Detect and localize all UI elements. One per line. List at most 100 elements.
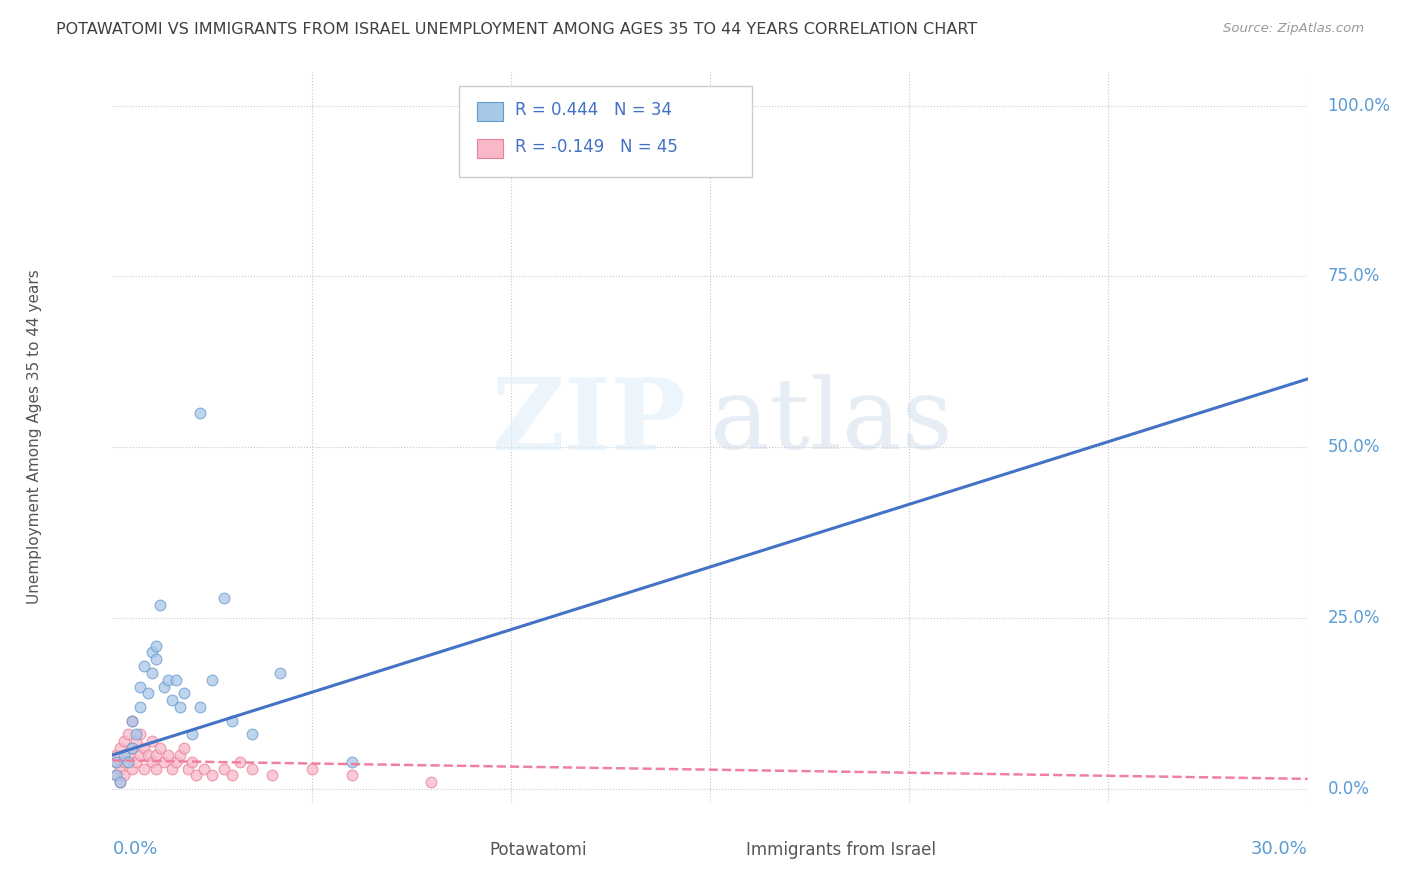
- Text: 0.0%: 0.0%: [112, 840, 157, 858]
- Point: [145, 639, 167, 653]
- Point: [121, 741, 143, 756]
- Point: [134, 741, 156, 756]
- Point: [105, 747, 128, 762]
- Text: R = 0.444   N = 34: R = 0.444 N = 34: [515, 101, 672, 120]
- Point: [105, 755, 128, 769]
- Point: [105, 755, 128, 769]
- Point: [117, 755, 139, 769]
- Point: [162, 762, 183, 776]
- Point: [125, 734, 148, 748]
- Point: [162, 693, 183, 707]
- Point: [188, 406, 211, 420]
- Text: POTAWATOMI VS IMMIGRANTS FROM ISRAEL UNEMPLOYMENT AMONG AGES 35 TO 44 YEARS CORR: POTAWATOMI VS IMMIGRANTS FROM ISRAEL UNE…: [56, 22, 977, 37]
- Point: [340, 755, 363, 769]
- Point: [157, 673, 180, 687]
- Point: [149, 741, 172, 756]
- Point: [212, 762, 235, 776]
- Point: [165, 755, 187, 769]
- Text: 25.0%: 25.0%: [1327, 609, 1381, 627]
- Point: [212, 591, 235, 605]
- Point: [177, 762, 200, 776]
- Point: [169, 700, 191, 714]
- FancyBboxPatch shape: [477, 139, 503, 158]
- Point: [153, 755, 176, 769]
- Point: [221, 714, 243, 728]
- Text: 0.0%: 0.0%: [1327, 780, 1369, 798]
- Point: [121, 714, 143, 728]
- Point: [134, 762, 156, 776]
- Point: [240, 762, 263, 776]
- Point: [141, 645, 163, 659]
- Point: [301, 762, 323, 776]
- Point: [188, 700, 211, 714]
- Point: [114, 734, 135, 748]
- Point: [105, 768, 128, 782]
- Point: [420, 775, 443, 789]
- Point: [260, 768, 283, 782]
- Point: [240, 727, 263, 741]
- Point: [114, 747, 135, 762]
- Point: [531, 98, 554, 112]
- FancyBboxPatch shape: [477, 103, 503, 121]
- FancyBboxPatch shape: [458, 86, 752, 178]
- Text: Source: ZipAtlas.com: Source: ZipAtlas.com: [1223, 22, 1364, 36]
- Point: [145, 652, 167, 666]
- Text: 100.0%: 100.0%: [1327, 96, 1391, 114]
- Point: [110, 775, 132, 789]
- Point: [520, 98, 543, 112]
- Text: Immigrants from Israel: Immigrants from Israel: [747, 840, 936, 859]
- Point: [121, 762, 143, 776]
- Text: R = -0.149   N = 45: R = -0.149 N = 45: [515, 137, 678, 156]
- Point: [229, 755, 252, 769]
- Point: [186, 768, 208, 782]
- Point: [141, 734, 163, 748]
- Text: 50.0%: 50.0%: [1327, 438, 1379, 457]
- Point: [145, 762, 167, 776]
- Point: [157, 747, 180, 762]
- Point: [110, 741, 132, 756]
- Point: [149, 598, 172, 612]
- Point: [114, 768, 135, 782]
- Point: [141, 665, 163, 680]
- Point: [138, 686, 160, 700]
- Point: [129, 680, 152, 694]
- Text: 30.0%: 30.0%: [1251, 840, 1308, 858]
- Point: [221, 768, 243, 782]
- Point: [114, 755, 135, 769]
- Point: [129, 727, 152, 741]
- Point: [125, 755, 148, 769]
- Point: [117, 747, 139, 762]
- Point: [141, 755, 163, 769]
- Point: [153, 680, 176, 694]
- FancyBboxPatch shape: [716, 841, 740, 858]
- Point: [121, 741, 143, 756]
- Point: [181, 755, 204, 769]
- Point: [121, 714, 143, 728]
- Point: [125, 727, 148, 741]
- Point: [169, 747, 191, 762]
- Point: [110, 775, 132, 789]
- Point: [110, 762, 132, 776]
- Point: [138, 747, 160, 762]
- Text: 75.0%: 75.0%: [1327, 268, 1379, 285]
- Point: [129, 700, 152, 714]
- Point: [340, 768, 363, 782]
- Point: [181, 727, 204, 741]
- Text: ZIP: ZIP: [491, 374, 686, 471]
- Point: [165, 673, 187, 687]
- Point: [173, 741, 195, 756]
- Text: Unemployment Among Ages 35 to 44 years: Unemployment Among Ages 35 to 44 years: [27, 269, 42, 605]
- Point: [201, 673, 224, 687]
- Point: [129, 747, 152, 762]
- Text: atlas: atlas: [710, 375, 953, 470]
- Text: Potawatomi: Potawatomi: [489, 840, 586, 859]
- Point: [145, 747, 167, 762]
- Point: [173, 686, 195, 700]
- FancyBboxPatch shape: [458, 841, 484, 858]
- Point: [269, 665, 291, 680]
- Point: [193, 762, 215, 776]
- Point: [134, 659, 156, 673]
- Point: [105, 768, 128, 782]
- Point: [117, 727, 139, 741]
- Point: [201, 768, 224, 782]
